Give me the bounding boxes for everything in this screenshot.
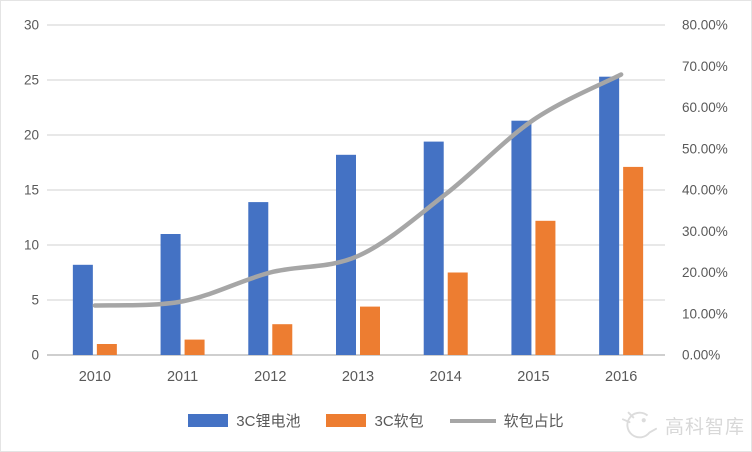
y-axis-tick-label-left: 5 (31, 293, 39, 308)
x-axis-category-label: 2015 (517, 369, 549, 385)
x-axis-category-label: 2013 (342, 369, 374, 385)
bar-segment (160, 234, 181, 355)
legend-label: 软包占比 (503, 413, 564, 430)
bar-segment (511, 120, 532, 355)
bar-segment (248, 202, 269, 355)
bar-segment (535, 220, 556, 355)
x-axis-category-label: 2014 (430, 369, 462, 385)
y-axis-tick-label-right: 10.00% (682, 306, 728, 321)
y-axis-tick-label-right: 80.00% (682, 18, 728, 33)
y-axis-tick-label-left: 25 (24, 73, 39, 88)
y-axis-tick-label-right: 70.00% (682, 59, 728, 74)
y-axis-tick-label-left: 15 (24, 183, 39, 198)
y-axis-tick-label-right: 40.00% (682, 183, 728, 198)
y-axis-tick-label-left: 10 (24, 238, 39, 253)
y-axis-tick-label-left: 30 (24, 18, 39, 33)
y-axis-tick-label-left: 0 (31, 348, 39, 363)
legend-label: 3C锂电池 (236, 413, 301, 430)
legend-item-3c-soft-pack: 3C软包 (326, 410, 424, 431)
watermark-text: 高科智库 (664, 416, 745, 438)
legend-swatch-orange-bar (326, 414, 367, 427)
y-axis-tick-label-right: 30.00% (682, 224, 728, 239)
bar-segment (423, 141, 444, 355)
y-axis-tick-label-right: 20.00% (682, 265, 728, 280)
bar-segment (72, 264, 93, 355)
x-axis-category-label: 2011 (167, 369, 198, 385)
bar-segment (336, 154, 356, 355)
legend-item-soft-pack-ratio: 软包占比 (449, 410, 564, 431)
legend-label: 3C软包 (374, 413, 424, 430)
y-axis-tick-label-right: 60.00% (682, 100, 728, 115)
bar-segment (360, 306, 380, 355)
bar-segment (599, 76, 620, 355)
y-axis-tick-label-right: 50.00% (682, 141, 728, 156)
bar-segment (447, 272, 468, 355)
brand-logo-icon (621, 411, 657, 439)
bar-segment (184, 339, 205, 355)
watermark: 高科智库 (618, 407, 745, 443)
x-axis-category-label: 2012 (254, 369, 286, 385)
bar-segment (96, 344, 117, 355)
legend-swatch-blue-bar (188, 414, 229, 427)
x-axis-category-label: 2010 (79, 369, 111, 385)
legend-swatch-gray-line (449, 418, 496, 423)
y-axis-tick-label-right: 0.00% (682, 348, 720, 363)
trend-line (92, 72, 624, 308)
chart-legend: 3C锂电池 3C软包 软包占比 (1, 410, 751, 431)
y-axis-tick-label-left: 20 (24, 128, 39, 143)
legend-item-3c-lithium-battery: 3C锂电池 (188, 410, 300, 431)
bar-segment (623, 166, 644, 355)
x-axis-category-label: 2016 (605, 369, 637, 385)
bar-segment (272, 324, 293, 355)
